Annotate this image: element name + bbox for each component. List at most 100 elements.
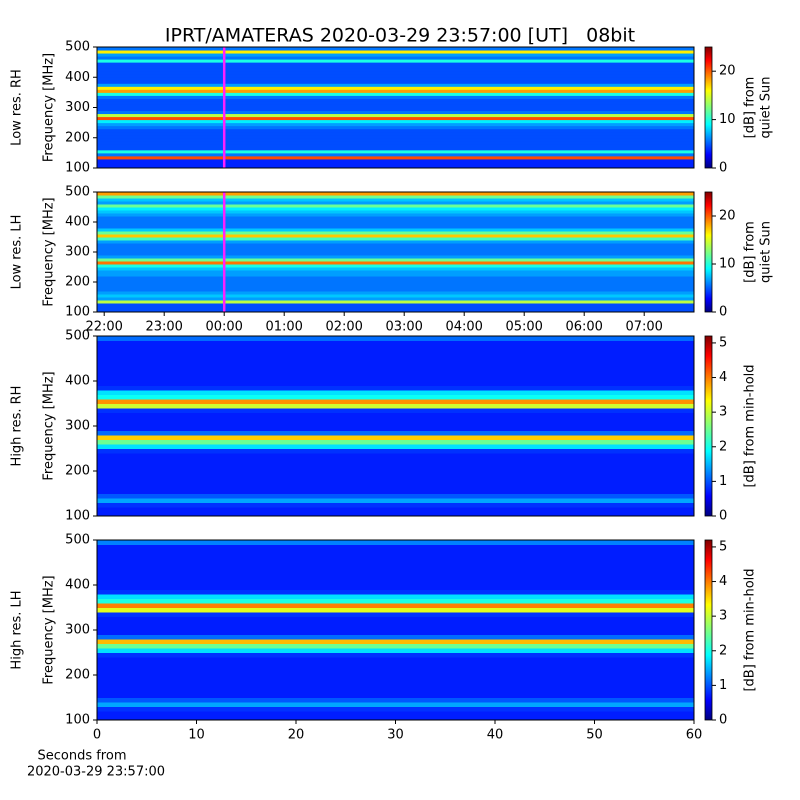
colorbar-label: quiet Sun <box>759 221 774 283</box>
spectrum-band <box>97 675 694 680</box>
y-axis-label: High res. RH <box>10 386 25 467</box>
colorbar-tick-label: 5 <box>719 539 727 554</box>
colorbar-tick-label: 4 <box>719 370 727 385</box>
spectrum-band <box>97 648 694 653</box>
spectrum-band <box>97 258 694 262</box>
x-tick-label: 02:00 <box>325 320 362 335</box>
spectrum-band <box>97 385 694 391</box>
spectrum-band <box>97 270 694 274</box>
x-tick-label: 60 <box>686 728 703 743</box>
spectrum-band <box>97 354 694 359</box>
spectrum-band <box>97 137 694 142</box>
spectrum-band <box>97 589 694 595</box>
spectrum-band <box>97 288 694 292</box>
y-tick-label: 400 <box>65 215 90 230</box>
spectrum-band <box>97 408 694 413</box>
y-tick-label: 200 <box>65 464 90 479</box>
spectrum-band <box>97 711 694 716</box>
colorbar-tick-label: 4 <box>719 574 727 589</box>
spectrum-band <box>97 237 694 241</box>
spectrum-band <box>97 688 694 694</box>
spectrum-band <box>97 303 694 307</box>
colorbar-tick-label: 5 <box>719 335 727 350</box>
spectrum-band <box>97 276 694 280</box>
spectrum-band <box>97 228 694 232</box>
x-tick-label: 06:00 <box>565 320 602 335</box>
spectrum-band <box>97 621 694 626</box>
spectrum-band <box>97 309 694 313</box>
colorbar-tick-label: 0 <box>719 509 727 524</box>
spectrum-band <box>97 192 694 196</box>
spectrum-band <box>97 715 694 721</box>
x-tick-label: 23:00 <box>145 320 182 335</box>
spectrum-band <box>97 498 694 503</box>
spectrum-band <box>97 417 694 422</box>
spectrum-band <box>97 92 694 96</box>
spectrum-band <box>97 83 694 87</box>
y-tick-label: 200 <box>65 130 90 145</box>
spectrum-band <box>97 462 694 467</box>
y-tick-label: 400 <box>65 374 90 389</box>
spectrum-band <box>97 264 694 268</box>
spectrum-band <box>97 252 694 256</box>
spectrum-band <box>97 294 694 298</box>
spectrum-band <box>97 634 694 640</box>
spectrum-band <box>97 336 694 341</box>
spectrum-band <box>97 439 694 445</box>
y-tick-label: 100 <box>65 713 90 728</box>
y-axis-label: Frequency [MHz] <box>42 53 57 162</box>
colorbar-tick-label: 10 <box>719 257 736 272</box>
spectrum-band <box>97 122 694 127</box>
spectrum-band <box>97 598 694 604</box>
spectrum-band <box>97 140 694 145</box>
y-axis-label: Frequency [MHz] <box>42 371 57 480</box>
spectrum-band <box>97 549 694 554</box>
spectrum-band <box>97 639 694 644</box>
y-tick-label: 300 <box>65 419 90 434</box>
spectrum-band <box>97 493 694 499</box>
spectrum-band <box>97 553 694 559</box>
x-tick-label: 05:00 <box>505 320 542 335</box>
x-tick-label: 20 <box>288 728 305 743</box>
spectrum-band <box>97 119 694 124</box>
spectrum-band <box>97 107 694 112</box>
y-axis-label: Frequency [MHz] <box>42 197 57 306</box>
spectrum-band <box>97 612 694 617</box>
spectrum-band <box>97 161 694 166</box>
spectrum-band <box>97 128 694 133</box>
spectrum-band <box>97 134 694 139</box>
spectrum-band <box>97 53 694 57</box>
spectrum-band <box>97 234 694 238</box>
colorbar-label: [dB] from min-hold <box>743 364 758 487</box>
spectrum-band <box>97 430 694 436</box>
x-tick-label: 04:00 <box>445 320 482 335</box>
spectrum-band <box>97 80 694 84</box>
spectrum-band <box>97 340 694 346</box>
spectrum-band <box>97 210 694 214</box>
spectrum-band <box>97 403 694 409</box>
chart-title: IPRT/AMATERAS 2020-03-29 23:57:00 [UT] 0… <box>165 25 635 47</box>
spectrum-band <box>97 475 694 481</box>
spectrum-band <box>97 576 694 581</box>
spectrum-band <box>97 444 694 449</box>
spectrum-band <box>97 222 694 226</box>
colorbar-tick-label: 20 <box>719 64 736 79</box>
spectrum-band <box>97 56 694 60</box>
spectrum-band <box>97 511 694 517</box>
spectrum-band <box>97 243 694 247</box>
x-tick-label: 0 <box>93 728 101 743</box>
spectrum-band <box>97 507 694 512</box>
colorbar <box>704 335 713 517</box>
colorbar <box>704 191 713 313</box>
spectrum-band <box>97 74 694 78</box>
x-tick-label: 03:00 <box>385 320 422 335</box>
spectrum-band <box>97 571 694 577</box>
spectrum-band <box>97 466 694 472</box>
spectrum-band <box>97 110 694 115</box>
spectrum-band <box>97 453 694 458</box>
x-axis-label: 2020-03-29 23:57:00 <box>27 765 165 780</box>
spectrum-band <box>97 657 694 662</box>
spectrum-band <box>97 273 694 277</box>
y-tick-label: 100 <box>65 161 90 176</box>
